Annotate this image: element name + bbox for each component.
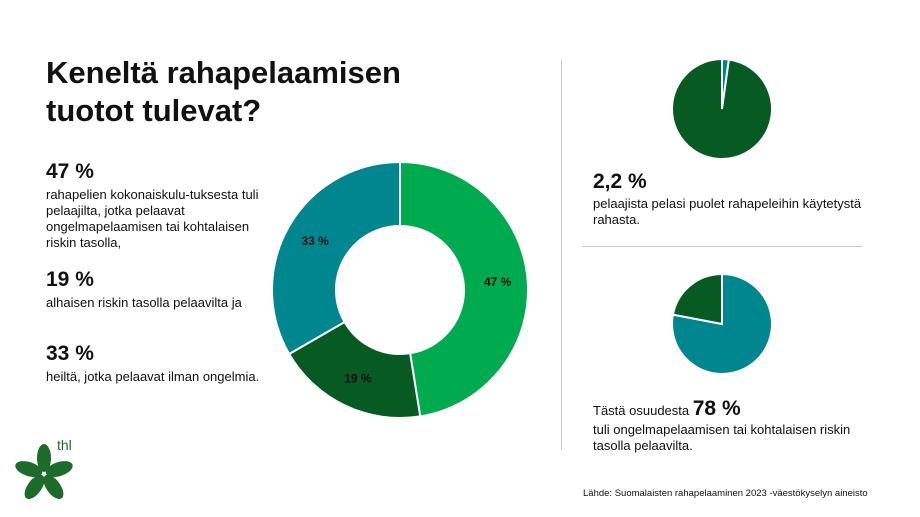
stat-block-no-problem: 33 % heiltä, jotka pelaavat ilman ongelm… <box>46 342 276 385</box>
pie-slice <box>399 160 529 418</box>
stat-description: alhaisen riskin tasolla pelaavilta ja <box>46 295 242 310</box>
stat-value: 19 % <box>46 268 94 291</box>
stat-block-low-risk: 19 % alhaisen riskin tasolla pelaavilta … <box>46 268 276 311</box>
pie-slice <box>287 320 422 419</box>
slice-label: 33 % <box>301 234 329 248</box>
pie-slice <box>271 160 401 356</box>
stat-value: 33 % <box>46 342 94 365</box>
pie-slice <box>671 57 773 160</box>
vertical-divider <box>561 60 562 450</box>
pie-chart-top-players <box>671 57 773 160</box>
stat-block-problem: 47 % rahapelien kokonaiskulu-tuksesta tu… <box>46 160 276 251</box>
stat-value: 47 % <box>46 160 94 183</box>
stat-description: tuli ongelmapelaamisen tai kohtalaisen r… <box>593 422 851 453</box>
logo-text: thl <box>57 437 72 453</box>
stat-prefix: Tästä osuudesta <box>593 403 690 418</box>
pie-slice <box>671 272 723 326</box>
thl-logo-icon <box>15 444 73 499</box>
stat-description: heiltä, jotka pelaavat ilman ongelmia. <box>46 369 260 384</box>
stat-value: 2,2 % <box>593 170 647 193</box>
slice-label: 47 % <box>484 275 512 289</box>
share-stat: Tästä osuudesta 78 % tuli ongelmapelaami… <box>593 398 873 454</box>
stat-description: rahapelien kokonaiskulu-tuksesta tuli pe… <box>46 187 259 250</box>
slice-label: 19 % <box>344 371 372 385</box>
donut-chart: 47 % 19 % 33 % <box>271 160 529 419</box>
page-title: Keneltä rahapelaamisen tuotot tulevat? <box>46 55 401 128</box>
source-note: Lähde: Suomalaisten rahapelaaminen 2023 … <box>583 488 868 499</box>
horizontal-divider <box>582 246 862 247</box>
top-players-stat: 2,2 % pelaajista pelasi puolet rahapelei… <box>593 170 873 228</box>
pie-chart-share <box>671 272 773 375</box>
stat-value: 78 % <box>692 397 741 420</box>
stat-description: pelaajista pelasi puolet rahapeleihin kä… <box>593 196 862 227</box>
